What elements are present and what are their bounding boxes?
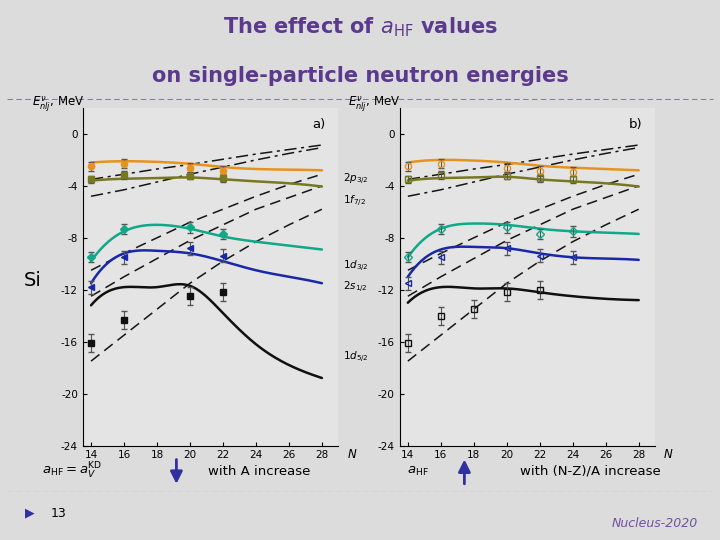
Text: $E_{nlj}^{\nu}$, MeV: $E_{nlj}^{\nu}$, MeV: [32, 94, 84, 114]
Text: $2s_{1/2}$: $2s_{1/2}$: [343, 280, 368, 295]
Text: $N$: $N$: [346, 448, 357, 461]
Text: $N$: $N$: [663, 448, 674, 461]
Text: a): a): [312, 118, 325, 131]
Text: Nucleus-2020: Nucleus-2020: [612, 517, 698, 530]
Text: $E_{nlj}^{\nu}$, MeV: $E_{nlj}^{\nu}$, MeV: [348, 94, 401, 114]
Text: b): b): [629, 118, 642, 131]
Text: $2p_{3/2}$: $2p_{3/2}$: [343, 172, 369, 187]
Text: Si: Si: [24, 271, 41, 291]
Text: The effect of $\it{a}_{\rm HF}$ values: The effect of $\it{a}_{\rm HF}$ values: [222, 16, 498, 39]
Text: $a_{\rm HF}$: $a_{\rm HF}$: [407, 464, 428, 478]
Text: 13: 13: [50, 508, 66, 521]
Text: $1f_{7/2}$: $1f_{7/2}$: [343, 194, 366, 209]
Text: $\blacktriangleright$: $\blacktriangleright$: [22, 507, 35, 521]
Text: with A increase: with A increase: [208, 464, 310, 477]
Text: $1d_{3/2}$: $1d_{3/2}$: [343, 259, 369, 274]
Text: on single-particle neutron energies: on single-particle neutron energies: [152, 66, 568, 86]
Text: $1d_{5/2}$: $1d_{5/2}$: [343, 350, 369, 365]
Text: with (N-Z)/A increase: with (N-Z)/A increase: [520, 464, 661, 477]
Text: $a_{\rm HF} = a_V^{\rm KD}$: $a_{\rm HF} = a_V^{\rm KD}$: [42, 461, 102, 481]
